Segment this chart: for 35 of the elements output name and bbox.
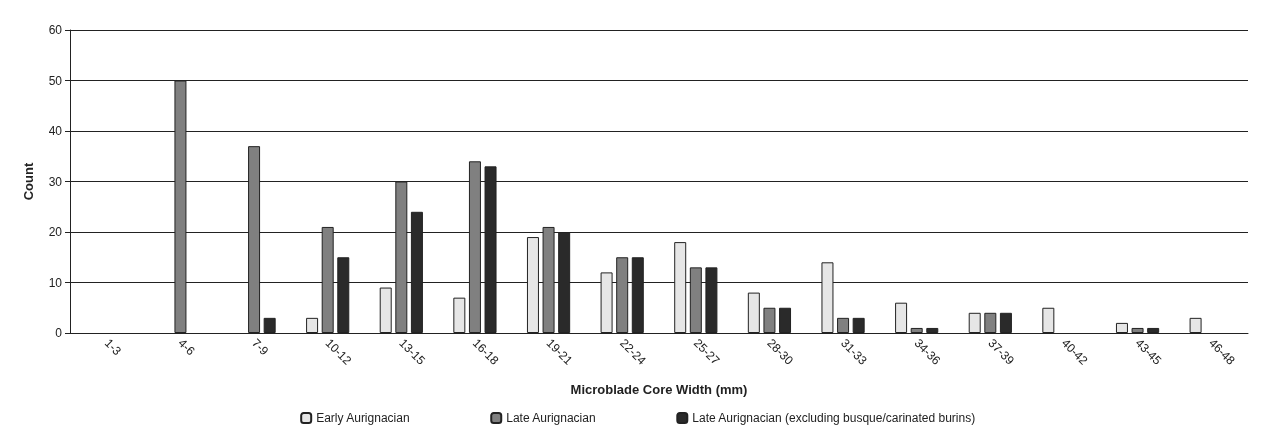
bar [1131,327,1144,333]
x-tick-label: 1-3 [101,336,125,359]
bar [999,312,1012,333]
bar [306,317,319,333]
y-tick-label: 10 [48,275,63,290]
bar [968,312,981,333]
y-tick-label: 60 [48,23,63,37]
bar [379,287,392,333]
bar [453,297,466,333]
bar [837,317,850,333]
y-tick-label: 50 [48,73,63,88]
y-tick-label: 20 [48,225,63,239]
y-axis-title: Count [21,162,36,201]
bar [1147,327,1160,333]
legend-label: Late Aurignacian (excluding busque/carinated burins) [692,411,976,425]
x-tick-label: 7-9 [249,336,272,359]
y-tick-label: 30 [48,174,63,189]
bar [984,312,997,333]
legend-label: Early Aurignacian [316,411,410,425]
y-tick-label: 40 [48,124,63,138]
bar [1189,317,1202,333]
bar [263,317,276,333]
y-tick-label: 0 [55,326,63,340]
bar [926,327,939,333]
bar [1042,307,1055,333]
bar [1115,322,1128,333]
x-axis-title: Microblade Core Width (mm) [570,382,748,397]
x-tick-label: 4-6 [175,336,198,359]
bar [779,307,792,333]
bar [895,302,908,333]
bar [910,327,923,333]
bar [763,307,776,333]
bar [852,317,865,333]
legend-label: Late Aurignacian [506,411,596,425]
bar [747,292,760,333]
